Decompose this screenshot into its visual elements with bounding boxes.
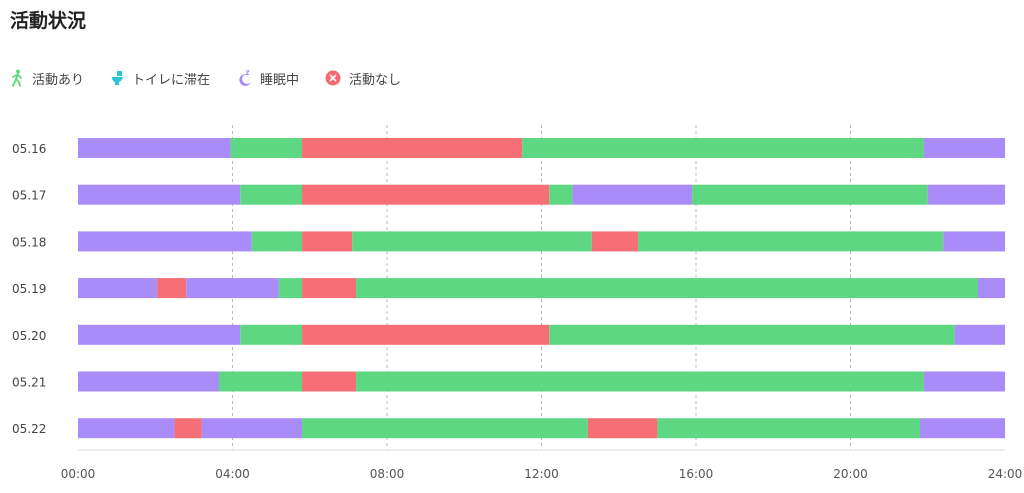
sleep-moon-icon (239, 70, 252, 86)
legend-label-toilet: トイレに滞在 (132, 72, 211, 88)
timeline-segment-active (356, 278, 978, 299)
timeline-segment-sleep (78, 278, 158, 299)
timeline-segment-sleep (572, 184, 693, 205)
timeline-segment-inactive (302, 184, 550, 205)
timeline-segment-inactive (587, 418, 658, 439)
legend-item-toilet: トイレに滞在 (110, 69, 210, 88)
x-tick-label: 20:00 (833, 467, 868, 481)
timeline-segment-sleep (78, 418, 175, 439)
legend-item-active: 活動あり (10, 69, 84, 88)
no-activity-icon (325, 70, 341, 86)
timeline-segment-active (251, 231, 303, 252)
timeline-segment-active (352, 231, 592, 252)
timeline-segment-active (356, 371, 924, 392)
row-date-label: 05.17 (12, 189, 46, 203)
toilet-icon (112, 71, 124, 85)
timeline-segment-sleep (977, 278, 1005, 299)
timeline-segment-sleep (920, 418, 1005, 439)
x-tick-label: 24:00 (988, 467, 1023, 481)
timeline-segment-sleep (78, 371, 219, 392)
row-date-label: 05.18 (12, 235, 46, 249)
timeline-segment-sleep (78, 138, 231, 158)
walking-icon (12, 69, 22, 87)
timeline-segment-inactive (157, 278, 187, 299)
timeline-segment-sleep (186, 278, 279, 299)
timeline-segment-active (549, 324, 955, 345)
timeline-segment-sleep (78, 231, 252, 252)
timeline-segment-active (638, 231, 944, 252)
timeline-segment-active (240, 184, 303, 205)
timeline-segment-sleep (201, 418, 303, 439)
timeline-segment-sleep (943, 231, 1005, 252)
legend-label-sleep: 睡眠中 (260, 72, 300, 88)
timeline-segment-inactive (174, 418, 202, 439)
x-tick-label: 08:00 (370, 467, 405, 481)
timeline-segment-inactive (302, 371, 357, 392)
timeline-segment-sleep (954, 324, 1005, 345)
timeline-segment-sleep (78, 184, 241, 205)
legend-item-sleep: 睡眠中 (236, 69, 299, 88)
timeline-segment-active (240, 324, 303, 345)
timeline-segment-inactive (591, 231, 639, 252)
timeline-segment-inactive (302, 231, 353, 252)
row-date-label: 05.21 (12, 376, 46, 390)
x-tick-label: 16:00 (679, 467, 714, 481)
legend-item-inactive: 活動なし (325, 69, 401, 88)
timeline-segment-active (692, 184, 928, 205)
legend: 活動あり トイレに滞在 睡眠中 活動なし (10, 66, 427, 90)
timeline-segment-sleep (78, 324, 241, 345)
timeline-segment-inactive (302, 138, 523, 158)
timeline-segment-active (522, 138, 924, 158)
x-tick-label: 00:00 (61, 467, 96, 481)
legend-label-active: 活動あり (32, 72, 85, 88)
legend-label-inactive: 活動なし (349, 72, 402, 88)
timeline-segment-active (278, 278, 303, 299)
timeline-segment-active (657, 418, 921, 439)
row-date-label: 05.16 (12, 142, 46, 156)
row-date-label: 05.19 (12, 282, 46, 296)
timeline-segment-active (230, 138, 303, 158)
x-tick-label: 04:00 (215, 467, 250, 481)
timeline-segment-active (549, 184, 573, 205)
timeline-segment-sleep (923, 371, 1005, 392)
row-date-label: 05.22 (12, 422, 46, 436)
timeline-segment-active (302, 418, 588, 439)
page-title: 活動状況 (10, 10, 87, 32)
timeline-segment-inactive (302, 278, 357, 299)
timeline-segment-sleep (923, 138, 1005, 158)
timeline-segment-active (218, 371, 303, 392)
timeline-segment-sleep (927, 184, 1005, 205)
x-tick-label: 12:00 (524, 467, 559, 481)
timeline-segment-inactive (302, 324, 550, 345)
row-date-label: 05.20 (12, 329, 46, 343)
